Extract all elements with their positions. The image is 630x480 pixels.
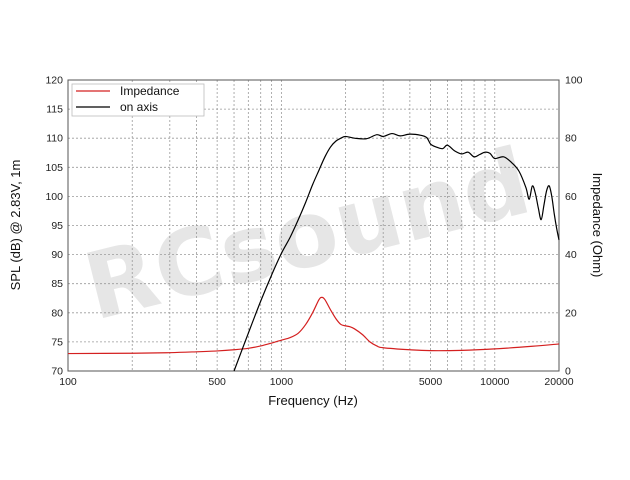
tick-labels: 100 500 1000 5000 10000 200007075808590951001… <box>45 75 582 389</box>
y-tick-label: 105 <box>45 162 63 174</box>
legend-box <box>71 83 205 117</box>
y-tick-label: 100 <box>45 191 63 203</box>
x-tick-label: 500 <box>208 376 226 388</box>
y-tick-label: 95 <box>51 220 63 232</box>
series-line-on-axis <box>233 132 560 372</box>
series-line-impedance <box>67 296 560 355</box>
y2-tick-label: 80 <box>565 133 577 145</box>
x-tick-label: 100 <box>59 376 77 388</box>
grid <box>68 80 559 371</box>
x-tick-label: 10000 <box>480 376 509 388</box>
x-tick-label: 20000 <box>544 376 573 388</box>
x-tick-label: 5000 <box>419 376 443 388</box>
y2-tick-label: 20 <box>565 307 577 319</box>
y-tick-label: 80 <box>51 307 63 319</box>
y2-tick-label: 0 <box>565 366 571 378</box>
y-tick-label: 75 <box>51 336 63 348</box>
y-tick-label: 70 <box>51 366 63 378</box>
y2-tick-label: 100 <box>565 75 583 87</box>
y2-tick-label: 40 <box>565 249 577 261</box>
series <box>67 132 560 372</box>
plot-frame <box>67 79 560 372</box>
legend-label-impedance: Impedance <box>120 84 180 98</box>
y-tick-label: 90 <box>51 249 63 261</box>
legend: Impedance on axis <box>71 83 205 117</box>
x-tick-label: 1000 <box>270 376 294 388</box>
y-tick-label: 85 <box>51 278 63 290</box>
legend-label-on-axis: on axis <box>120 100 158 114</box>
y2-axis-label: Impedance (Ohm) <box>590 173 605 278</box>
y-tick-label: 120 <box>45 75 63 87</box>
y2-tick-label: 60 <box>565 191 577 203</box>
y-tick-label: 115 <box>46 104 63 116</box>
y-axis-label: SPL (dB) @ 2.83V, 1m <box>8 160 23 291</box>
x-axis-label: Frequency (Hz) <box>268 393 358 408</box>
y-tick-label: 110 <box>46 133 63 145</box>
